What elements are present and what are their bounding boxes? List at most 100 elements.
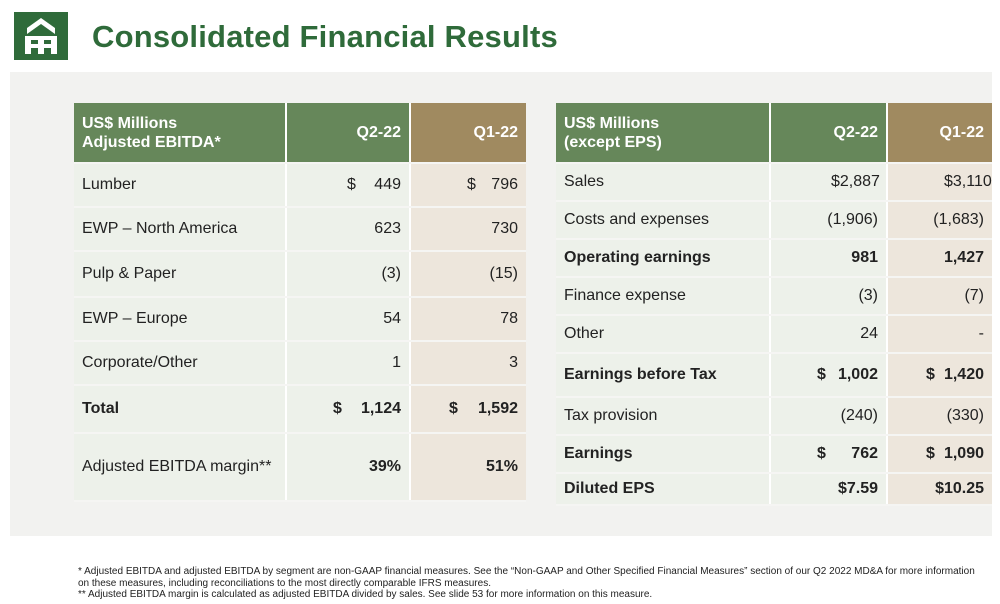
q1-22-value: 1,427	[886, 239, 992, 278]
cell-value: 1,090	[943, 445, 984, 462]
currency-symbol: $	[831, 173, 840, 190]
row-label: Adjusted EBITDA margin**	[74, 433, 286, 502]
table-row: Costs and expenses (1,906) (1,683)	[556, 201, 992, 240]
table-row: Pulp & Paper (3) (15)	[74, 251, 526, 298]
currency-symbol: $	[817, 366, 826, 383]
table-row: Sales $2,887 $3,110	[556, 163, 992, 202]
row-label: Total	[74, 385, 286, 434]
currency-symbol: $	[817, 445, 826, 462]
q2-22-value: $2,887	[769, 163, 887, 202]
page-title: Consolidated Financial Results	[92, 19, 558, 54]
table-row: EWP – North America 623 730	[74, 207, 526, 252]
left-col-q2: Q2-22	[285, 103, 410, 164]
right-col-q1: Q1-22	[886, 103, 992, 164]
cell-value: 762	[851, 445, 878, 462]
row-label: EWP – North America	[74, 207, 286, 252]
row-label: Operating earnings	[556, 239, 770, 278]
right-header-line2: (except EPS)	[564, 133, 662, 151]
q1-22-value: $1,592	[409, 385, 526, 434]
cell-value: 39%	[368, 458, 401, 475]
q1-22-value: $1,090	[886, 435, 992, 474]
currency-symbol: $	[449, 400, 458, 417]
row-label: Pulp & Paper	[74, 251, 286, 298]
table-row: Lumber $449 $796	[74, 163, 526, 208]
cell-value: 981	[851, 249, 878, 266]
left-col-q1: Q1-22	[409, 103, 526, 164]
currency-symbol: $	[926, 445, 935, 462]
cell-value: 3	[509, 354, 518, 371]
currency-symbol: $	[333, 400, 342, 417]
currency-symbol: $	[944, 173, 953, 190]
q1-22-value: 51%	[409, 433, 526, 502]
cell-value: (330)	[946, 407, 984, 424]
adjusted-ebitda-table: US$ Millions Adjusted EBITDA* Q2-22 Q1-2…	[74, 103, 526, 502]
q2-22-value: 54	[285, 297, 410, 342]
row-label: Diluted EPS	[556, 473, 770, 506]
q2-22-value: (3)	[769, 277, 887, 316]
q2-22-value: $7.59	[769, 473, 887, 506]
cell-value: 2,887	[839, 173, 880, 190]
row-label: Earnings	[556, 435, 770, 474]
cell-value: 449	[374, 176, 401, 193]
row-label: Tax provision	[556, 397, 770, 436]
table-row: Adjusted EBITDA margin** 39% 51%	[74, 433, 526, 502]
currency-symbol: $	[467, 176, 476, 193]
q2-22-value: $449	[285, 163, 410, 208]
q2-22-value: 623	[285, 207, 410, 252]
cell-value: 78	[500, 310, 518, 327]
row-label: Corporate/Other	[74, 341, 286, 386]
left-header-label: US$ Millions Adjusted EBITDA*	[74, 103, 286, 164]
table-row: Corporate/Other 1 3	[74, 341, 526, 386]
q1-22-value: 78	[409, 297, 526, 342]
q2-22-value: 1	[285, 341, 410, 386]
cell-value: 796	[491, 176, 518, 193]
q1-22-value: -	[886, 315, 992, 354]
footnote-1: * Adjusted EBITDA and adjusted EBITDA by…	[78, 566, 975, 589]
cell-value: 1,124	[360, 400, 401, 417]
cell-value: 730	[491, 220, 518, 237]
q2-22-value: 39%	[285, 433, 410, 502]
table-row: Other 24 -	[556, 315, 992, 354]
q2-22-value: (3)	[285, 251, 410, 298]
cell-value: (1,906)	[827, 211, 878, 228]
cell-value: -	[978, 325, 984, 342]
q1-22-value: 730	[409, 207, 526, 252]
footnote-2: ** Adjusted EBITDA margin is calculated …	[78, 589, 653, 600]
left-header-line2: Adjusted EBITDA*	[82, 133, 221, 151]
table-row: Earnings $762 $1,090	[556, 435, 992, 474]
left-header-line1: US$ Millions	[82, 114, 178, 132]
table-row: Diluted EPS $7.59 $10.25	[556, 473, 992, 506]
right-header-line1: US$ Millions	[564, 114, 660, 132]
table-header-row: US$ Millions (except EPS) Q2-22 Q1-22	[556, 103, 992, 164]
cell-value: 51%	[485, 458, 518, 475]
q2-22-value: (1,906)	[769, 201, 887, 240]
row-label: Sales	[556, 163, 770, 202]
cell-value: (240)	[840, 407, 878, 424]
q1-22-value: $796	[409, 163, 526, 208]
cell-value: $10.25	[935, 480, 984, 497]
q1-22-value: (330)	[886, 397, 992, 436]
q1-22-value: (15)	[409, 251, 526, 298]
row-label: Earnings before Tax	[556, 353, 770, 398]
q2-22-value: $762	[769, 435, 887, 474]
q1-22-value: (7)	[886, 277, 992, 316]
cell-value: 1,427	[943, 249, 984, 266]
q1-22-value: (1,683)	[886, 201, 992, 240]
q1-22-value: $3,110	[886, 163, 992, 202]
table-row: EWP – Europe 54 78	[74, 297, 526, 342]
cell-value: (7)	[964, 287, 984, 304]
income-statement-table: US$ Millions (except EPS) Q2-22 Q1-22 Sa…	[556, 103, 992, 506]
table-row: Operating earnings 981 1,427	[556, 239, 992, 278]
q1-22-value: 3	[409, 341, 526, 386]
row-label: EWP – Europe	[74, 297, 286, 342]
cell-value: 54	[383, 310, 401, 327]
cell-value: (15)	[489, 265, 518, 282]
right-col-q2: Q2-22	[769, 103, 887, 164]
cell-value: $7.59	[837, 480, 878, 497]
cell-value: 623	[374, 220, 401, 237]
cell-value: 1,420	[943, 366, 984, 383]
cell-value: 3,110	[952, 173, 992, 190]
right-header-label: US$ Millions (except EPS)	[556, 103, 770, 164]
currency-symbol: $	[926, 366, 935, 383]
cell-value: 1	[392, 354, 401, 371]
